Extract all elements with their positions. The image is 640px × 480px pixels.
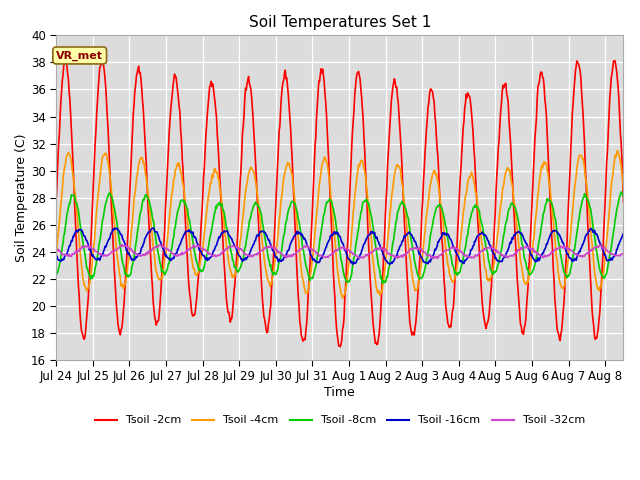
Tsoil -32cm [475,251,483,257]
Tsoil -2cm [132,74,140,80]
Y-axis label: Soil Temperature (C): Soil Temperature (C) [15,133,28,262]
Tsoil -4cm [316,180,323,186]
Tsoil -8cm [294,216,302,222]
Tsoil -32cm [620,250,627,256]
Tsoil -8cm [132,242,140,248]
Line: Tsoil -8cm: Tsoil -8cm [56,192,623,283]
Tsoil -4cm [474,204,481,210]
Line: Tsoil -2cm: Tsoil -2cm [56,60,623,347]
Text: VR_met: VR_met [56,50,103,60]
Tsoil -32cm [461,253,468,259]
Tsoil -4cm [460,206,468,212]
Tsoil -8cm [460,252,468,257]
Tsoil -8cm [378,280,386,286]
Tsoil -8cm [54,266,62,272]
Tsoil -16cm [132,254,140,260]
Tsoil -16cm [295,231,303,237]
Tsoil -4cm [52,253,60,259]
Tsoil -2cm [52,198,60,204]
Tsoil -4cm [54,228,62,234]
Tsoil -16cm [620,230,627,236]
Tsoil -16cm [54,257,62,263]
Tsoil -8cm [618,189,625,195]
Tsoil -32cm [132,252,140,257]
Tsoil -2cm [620,199,627,205]
Tsoil -8cm [52,272,60,278]
Tsoil -2cm [54,144,62,149]
Tsoil -8cm [474,204,481,210]
Tsoil -2cm [317,71,324,76]
Tsoil -4cm [294,233,302,239]
Tsoil -32cm [317,253,324,259]
Tsoil -8cm [316,239,323,245]
Tsoil -2cm [461,105,468,111]
Tsoil -16cm [475,232,483,238]
Line: Tsoil -16cm: Tsoil -16cm [56,228,623,264]
Tsoil -2cm [475,228,483,234]
Tsoil -4cm [620,186,627,192]
Tsoil -2cm [295,302,303,308]
Tsoil -32cm [429,256,437,262]
Tsoil -16cm [149,225,157,231]
Tsoil -2cm [337,344,344,349]
Tsoil -32cm [118,241,125,247]
Title: Soil Temperatures Set 1: Soil Temperatures Set 1 [249,15,431,30]
Tsoil -16cm [386,262,394,267]
Tsoil -32cm [295,248,303,254]
X-axis label: Time: Time [324,386,355,399]
Tsoil -2cm [97,57,105,63]
Tsoil -4cm [132,186,140,192]
Line: Tsoil -32cm: Tsoil -32cm [56,244,623,259]
Tsoil -32cm [52,247,60,252]
Tsoil -16cm [317,256,324,262]
Legend: Tsoil -2cm, Tsoil -4cm, Tsoil -8cm, Tsoil -16cm, Tsoil -32cm: Tsoil -2cm, Tsoil -4cm, Tsoil -8cm, Tsoi… [90,411,589,430]
Tsoil -4cm [614,148,621,154]
Tsoil -4cm [339,295,346,301]
Line: Tsoil -4cm: Tsoil -4cm [56,151,623,298]
Tsoil -32cm [54,246,62,252]
Tsoil -8cm [620,194,627,200]
Tsoil -16cm [52,254,60,260]
Tsoil -16cm [461,257,468,263]
